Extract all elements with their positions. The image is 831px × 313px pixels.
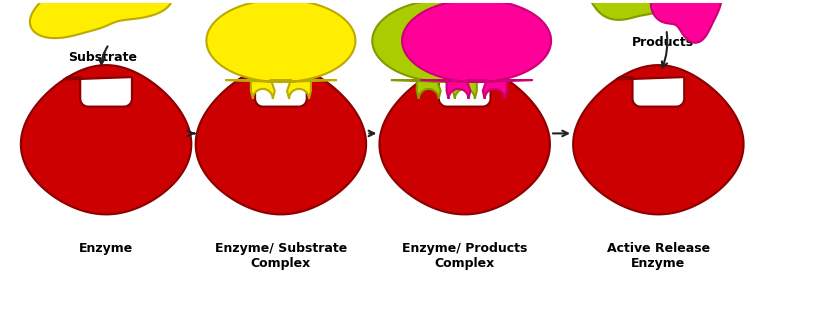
Polygon shape (30, 0, 172, 38)
Text: Active Release
Enzyme: Active Release Enzyme (607, 243, 710, 270)
Polygon shape (206, 0, 356, 99)
Polygon shape (380, 65, 550, 214)
Polygon shape (573, 65, 744, 214)
Polygon shape (585, 0, 676, 20)
Text: Enzyme/ Products
Complex: Enzyme/ Products Complex (402, 243, 528, 270)
Polygon shape (402, 0, 551, 99)
Polygon shape (21, 65, 191, 214)
Text: Enzyme: Enzyme (79, 243, 133, 255)
Text: Enzyme/ Substrate
Complex: Enzyme/ Substrate Complex (214, 243, 347, 270)
Polygon shape (195, 65, 366, 214)
Text: Substrate: Substrate (69, 51, 138, 64)
Polygon shape (372, 0, 521, 99)
Text: Products: Products (632, 36, 695, 49)
Polygon shape (651, 0, 721, 43)
